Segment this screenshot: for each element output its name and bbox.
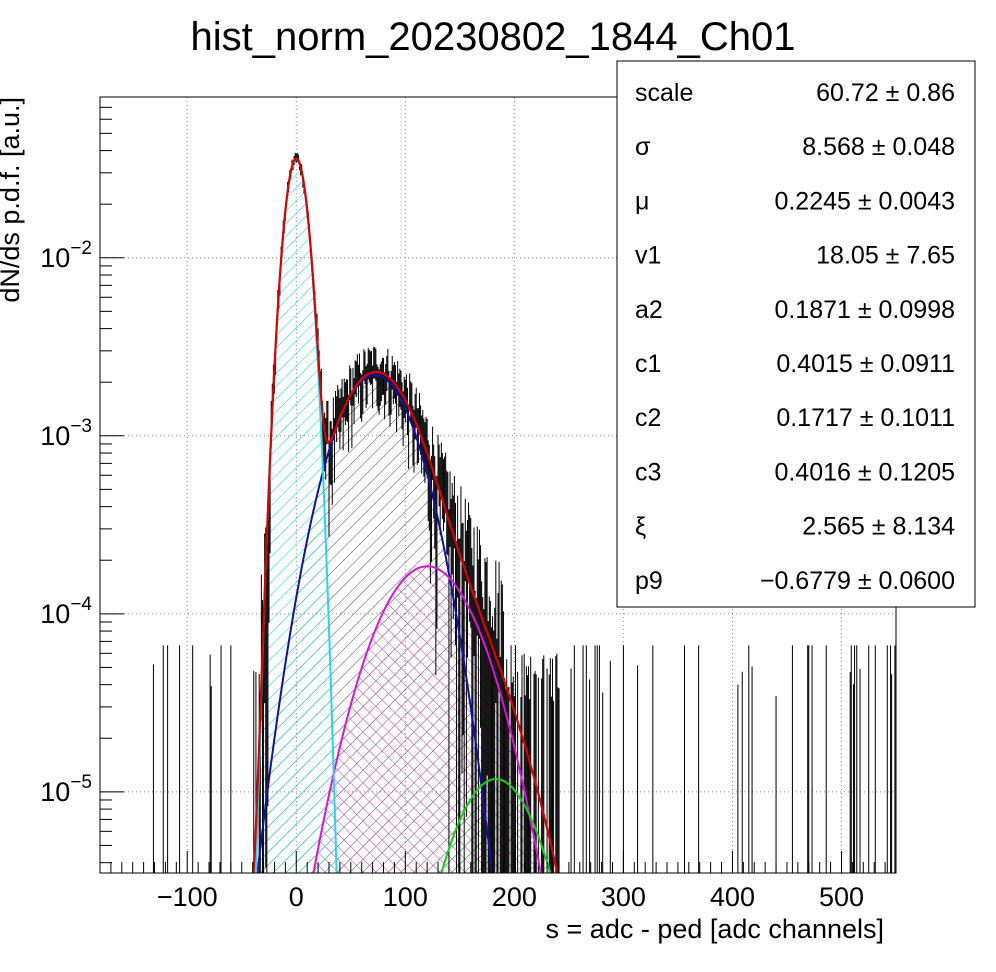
stat-value: 2.565 ± 8.134 — [802, 513, 955, 541]
stat-name: a2 — [635, 296, 663, 324]
stat-value: 8.568 ± 0.048 — [802, 133, 955, 161]
fit-curves — [252, 157, 559, 873]
stat-value: 0.1871 ± 0.0998 — [774, 296, 955, 324]
stat-name: ξ — [635, 513, 646, 541]
stat-name: p9 — [635, 567, 663, 595]
stat-name: c3 — [635, 458, 661, 486]
stat-name: μ — [635, 187, 649, 215]
y-tick-label: 10−2 — [40, 238, 92, 273]
x-axis-label: s = adc - ped [adc channels] — [546, 914, 884, 944]
total-fit-curve — [252, 157, 559, 873]
stat-value: 0.4016 ± 0.1205 — [774, 458, 955, 486]
y-tick-label: 10−4 — [40, 594, 92, 629]
x-tick-label: 400 — [710, 882, 755, 912]
y-axis: 10−5 10−4 10−3 10−2 — [40, 96, 124, 864]
x-tick-label: 500 — [819, 882, 864, 912]
stat-name: c2 — [635, 404, 661, 432]
stat-name: σ — [635, 133, 651, 161]
three_pe-curve — [440, 778, 552, 873]
y-tick-label: 10−3 — [40, 416, 92, 451]
y-axis-label: dN/ds p.d.f. [a.u.] — [0, 97, 25, 303]
y-tick-label: 10−5 — [40, 772, 92, 807]
stat-value: 0.1717 ± 0.1011 — [776, 404, 955, 432]
x-tick-label: 200 — [492, 882, 537, 912]
stat-value: 0.2245 ± 0.0043 — [774, 187, 955, 215]
stat-value: 18.05 ± 7.65 — [816, 242, 955, 270]
stat-value: 0.4015 ± 0.0911 — [776, 350, 955, 378]
stat-name: v1 — [635, 242, 661, 270]
x-tick-label: 0 — [289, 882, 304, 912]
fit-parameters-box: scale 60.72 ± 0.86 σ 8.568 ± 0.048 μ 0.2245 ±… — [616, 60, 976, 608]
stats-box-frame — [616, 60, 976, 608]
chart-title: hist_norm_20230802_1844_Ch01 — [191, 15, 796, 59]
x-tick-label: 300 — [601, 882, 646, 912]
stat-value: 60.72 ± 0.86 — [816, 79, 955, 107]
x-tick-label: 100 — [383, 882, 428, 912]
stat-value: −0.6779 ± 0.0600 — [760, 567, 955, 595]
two_pe-curve — [312, 565, 542, 873]
x-axis: −100 0 100 200 300 400 500 — [99, 851, 897, 912]
x-tick-label: −100 — [157, 882, 218, 912]
stat-name: c1 — [635, 350, 661, 378]
stat-name: scale — [635, 79, 693, 107]
